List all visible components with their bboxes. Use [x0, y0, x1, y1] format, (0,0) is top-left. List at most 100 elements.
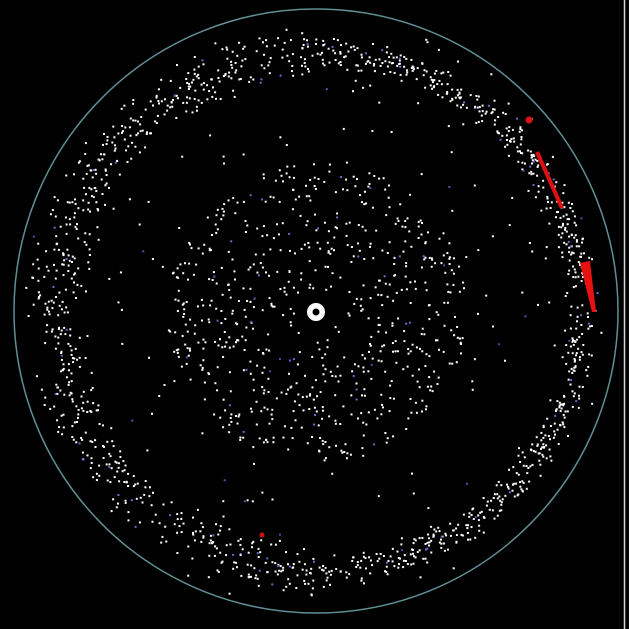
- particle: [530, 154, 533, 156]
- particle: [394, 340, 397, 343]
- particle: [539, 463, 542, 466]
- particle: [181, 303, 184, 306]
- particle: [58, 426, 61, 429]
- particle: [292, 312, 295, 315]
- particle: [521, 152, 524, 155]
- particle: [566, 223, 569, 226]
- particle: [135, 497, 138, 500]
- particle: [369, 343, 371, 345]
- particle: [454, 96, 457, 99]
- particle: [261, 309, 264, 312]
- particle: [390, 131, 393, 133]
- particle: [449, 522, 452, 525]
- particle: [229, 417, 232, 419]
- particle: [215, 231, 218, 234]
- particle: [244, 231, 247, 233]
- particle: [361, 394, 363, 397]
- particle: [566, 410, 569, 413]
- particle: [82, 199, 85, 202]
- particle: [397, 566, 400, 569]
- particle: [256, 552, 259, 555]
- particle: [327, 250, 330, 253]
- particle: [180, 512, 183, 515]
- particle: [449, 534, 452, 537]
- particle: [221, 560, 224, 563]
- particle: [365, 423, 368, 426]
- particle: [407, 348, 410, 350]
- particle: [551, 155, 554, 158]
- particle: [311, 386, 314, 389]
- particle: [280, 391, 283, 394]
- particle: [204, 341, 207, 344]
- particle: [177, 276, 179, 279]
- particle: [44, 302, 47, 305]
- particle: [218, 80, 221, 83]
- particle: [574, 366, 577, 369]
- particle: [426, 547, 429, 550]
- particle: [247, 551, 250, 554]
- particle: [208, 90, 211, 93]
- particle: [360, 579, 363, 582]
- particle: [215, 547, 218, 550]
- particle: [323, 459, 326, 462]
- particle: [486, 500, 489, 503]
- particle: [578, 356, 581, 359]
- particle: [192, 531, 194, 534]
- particle: [402, 250, 405, 253]
- particle: [336, 365, 339, 368]
- particle: [200, 540, 203, 543]
- particle: [278, 539, 281, 542]
- particle: [300, 278, 303, 281]
- particle: [474, 536, 477, 539]
- particle: [221, 346, 224, 349]
- particle: [507, 154, 510, 157]
- particle: [580, 217, 583, 220]
- particle: [403, 330, 406, 333]
- particle: [421, 410, 423, 413]
- particle: [316, 52, 319, 55]
- particle: [332, 38, 335, 40]
- particle: [303, 62, 306, 64]
- particle: [200, 101, 203, 104]
- particle: [445, 534, 448, 537]
- particle: [222, 75, 225, 78]
- particle: [262, 441, 265, 444]
- particle: [279, 74, 282, 77]
- particle: [549, 207, 552, 209]
- particle: [266, 408, 269, 411]
- particle: [129, 134, 132, 137]
- particle: [283, 290, 286, 293]
- particle: [452, 283, 455, 286]
- particle: [253, 462, 255, 465]
- particle: [183, 313, 186, 315]
- particle: [305, 224, 308, 227]
- particle: [227, 284, 230, 286]
- particle: [73, 281, 75, 284]
- particle: [542, 446, 545, 449]
- particle: [340, 44, 342, 47]
- particle: [201, 368, 204, 371]
- particle: [355, 388, 358, 391]
- particle: [357, 255, 360, 258]
- particle: [199, 530, 202, 533]
- particle: [562, 192, 565, 195]
- particle: [55, 383, 58, 386]
- particle: [214, 340, 217, 343]
- particle: [394, 222, 397, 225]
- particle: [53, 263, 55, 266]
- particle: [507, 487, 510, 490]
- particle: [164, 98, 166, 101]
- particle: [237, 339, 240, 342]
- particle: [114, 147, 117, 150]
- particle: [91, 195, 93, 198]
- particle: [69, 334, 72, 337]
- particle: [355, 297, 358, 300]
- particle: [321, 417, 324, 420]
- particle: [249, 266, 252, 269]
- particle: [442, 350, 445, 353]
- particle: [287, 563, 289, 566]
- particle: [562, 413, 565, 416]
- particle: [588, 325, 591, 328]
- particle: [564, 228, 566, 231]
- particle: [265, 271, 267, 274]
